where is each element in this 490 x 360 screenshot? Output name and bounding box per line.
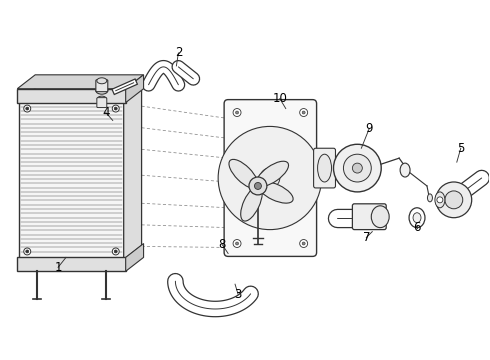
FancyBboxPatch shape xyxy=(97,98,107,108)
Circle shape xyxy=(334,144,381,192)
Circle shape xyxy=(112,105,119,112)
Ellipse shape xyxy=(318,154,332,182)
Circle shape xyxy=(437,197,443,203)
Circle shape xyxy=(26,107,29,110)
Text: 1: 1 xyxy=(54,261,62,274)
Text: 7: 7 xyxy=(363,231,370,244)
Circle shape xyxy=(300,239,308,247)
Circle shape xyxy=(114,107,117,110)
Circle shape xyxy=(24,248,31,255)
Ellipse shape xyxy=(427,194,433,202)
Ellipse shape xyxy=(229,159,258,188)
Ellipse shape xyxy=(413,213,421,223)
Circle shape xyxy=(236,111,239,114)
Circle shape xyxy=(445,191,463,209)
Ellipse shape xyxy=(97,78,107,84)
Circle shape xyxy=(218,126,321,230)
Polygon shape xyxy=(17,89,125,103)
Ellipse shape xyxy=(256,161,289,186)
Ellipse shape xyxy=(371,206,389,228)
Ellipse shape xyxy=(98,96,106,101)
Text: 4: 4 xyxy=(102,106,110,119)
Text: 8: 8 xyxy=(219,238,226,251)
FancyBboxPatch shape xyxy=(224,100,317,256)
Text: 9: 9 xyxy=(366,122,373,135)
Circle shape xyxy=(236,242,239,245)
Circle shape xyxy=(254,183,261,189)
Polygon shape xyxy=(17,257,125,271)
FancyBboxPatch shape xyxy=(314,148,336,188)
Ellipse shape xyxy=(400,163,410,177)
Ellipse shape xyxy=(96,87,108,94)
Polygon shape xyxy=(19,100,123,260)
Ellipse shape xyxy=(435,192,445,208)
Circle shape xyxy=(302,242,305,245)
Ellipse shape xyxy=(241,186,262,221)
Circle shape xyxy=(233,239,241,247)
FancyBboxPatch shape xyxy=(352,204,386,230)
Text: 2: 2 xyxy=(174,46,182,59)
Circle shape xyxy=(260,168,280,188)
Polygon shape xyxy=(125,243,144,271)
Circle shape xyxy=(24,105,31,112)
Ellipse shape xyxy=(258,182,293,203)
Text: 3: 3 xyxy=(234,288,242,301)
Circle shape xyxy=(436,182,472,218)
Circle shape xyxy=(114,250,117,253)
Polygon shape xyxy=(19,87,142,100)
Circle shape xyxy=(352,163,362,173)
Circle shape xyxy=(300,109,308,117)
Polygon shape xyxy=(17,75,144,89)
Circle shape xyxy=(302,111,305,114)
Circle shape xyxy=(233,109,241,117)
Polygon shape xyxy=(125,75,144,103)
Circle shape xyxy=(112,248,119,255)
Circle shape xyxy=(343,154,371,182)
Text: 6: 6 xyxy=(413,221,421,234)
Circle shape xyxy=(26,250,29,253)
Text: 10: 10 xyxy=(272,92,287,105)
Ellipse shape xyxy=(409,208,425,228)
Circle shape xyxy=(249,177,267,195)
Text: 5: 5 xyxy=(457,142,465,155)
FancyBboxPatch shape xyxy=(96,80,108,92)
Polygon shape xyxy=(123,87,142,260)
